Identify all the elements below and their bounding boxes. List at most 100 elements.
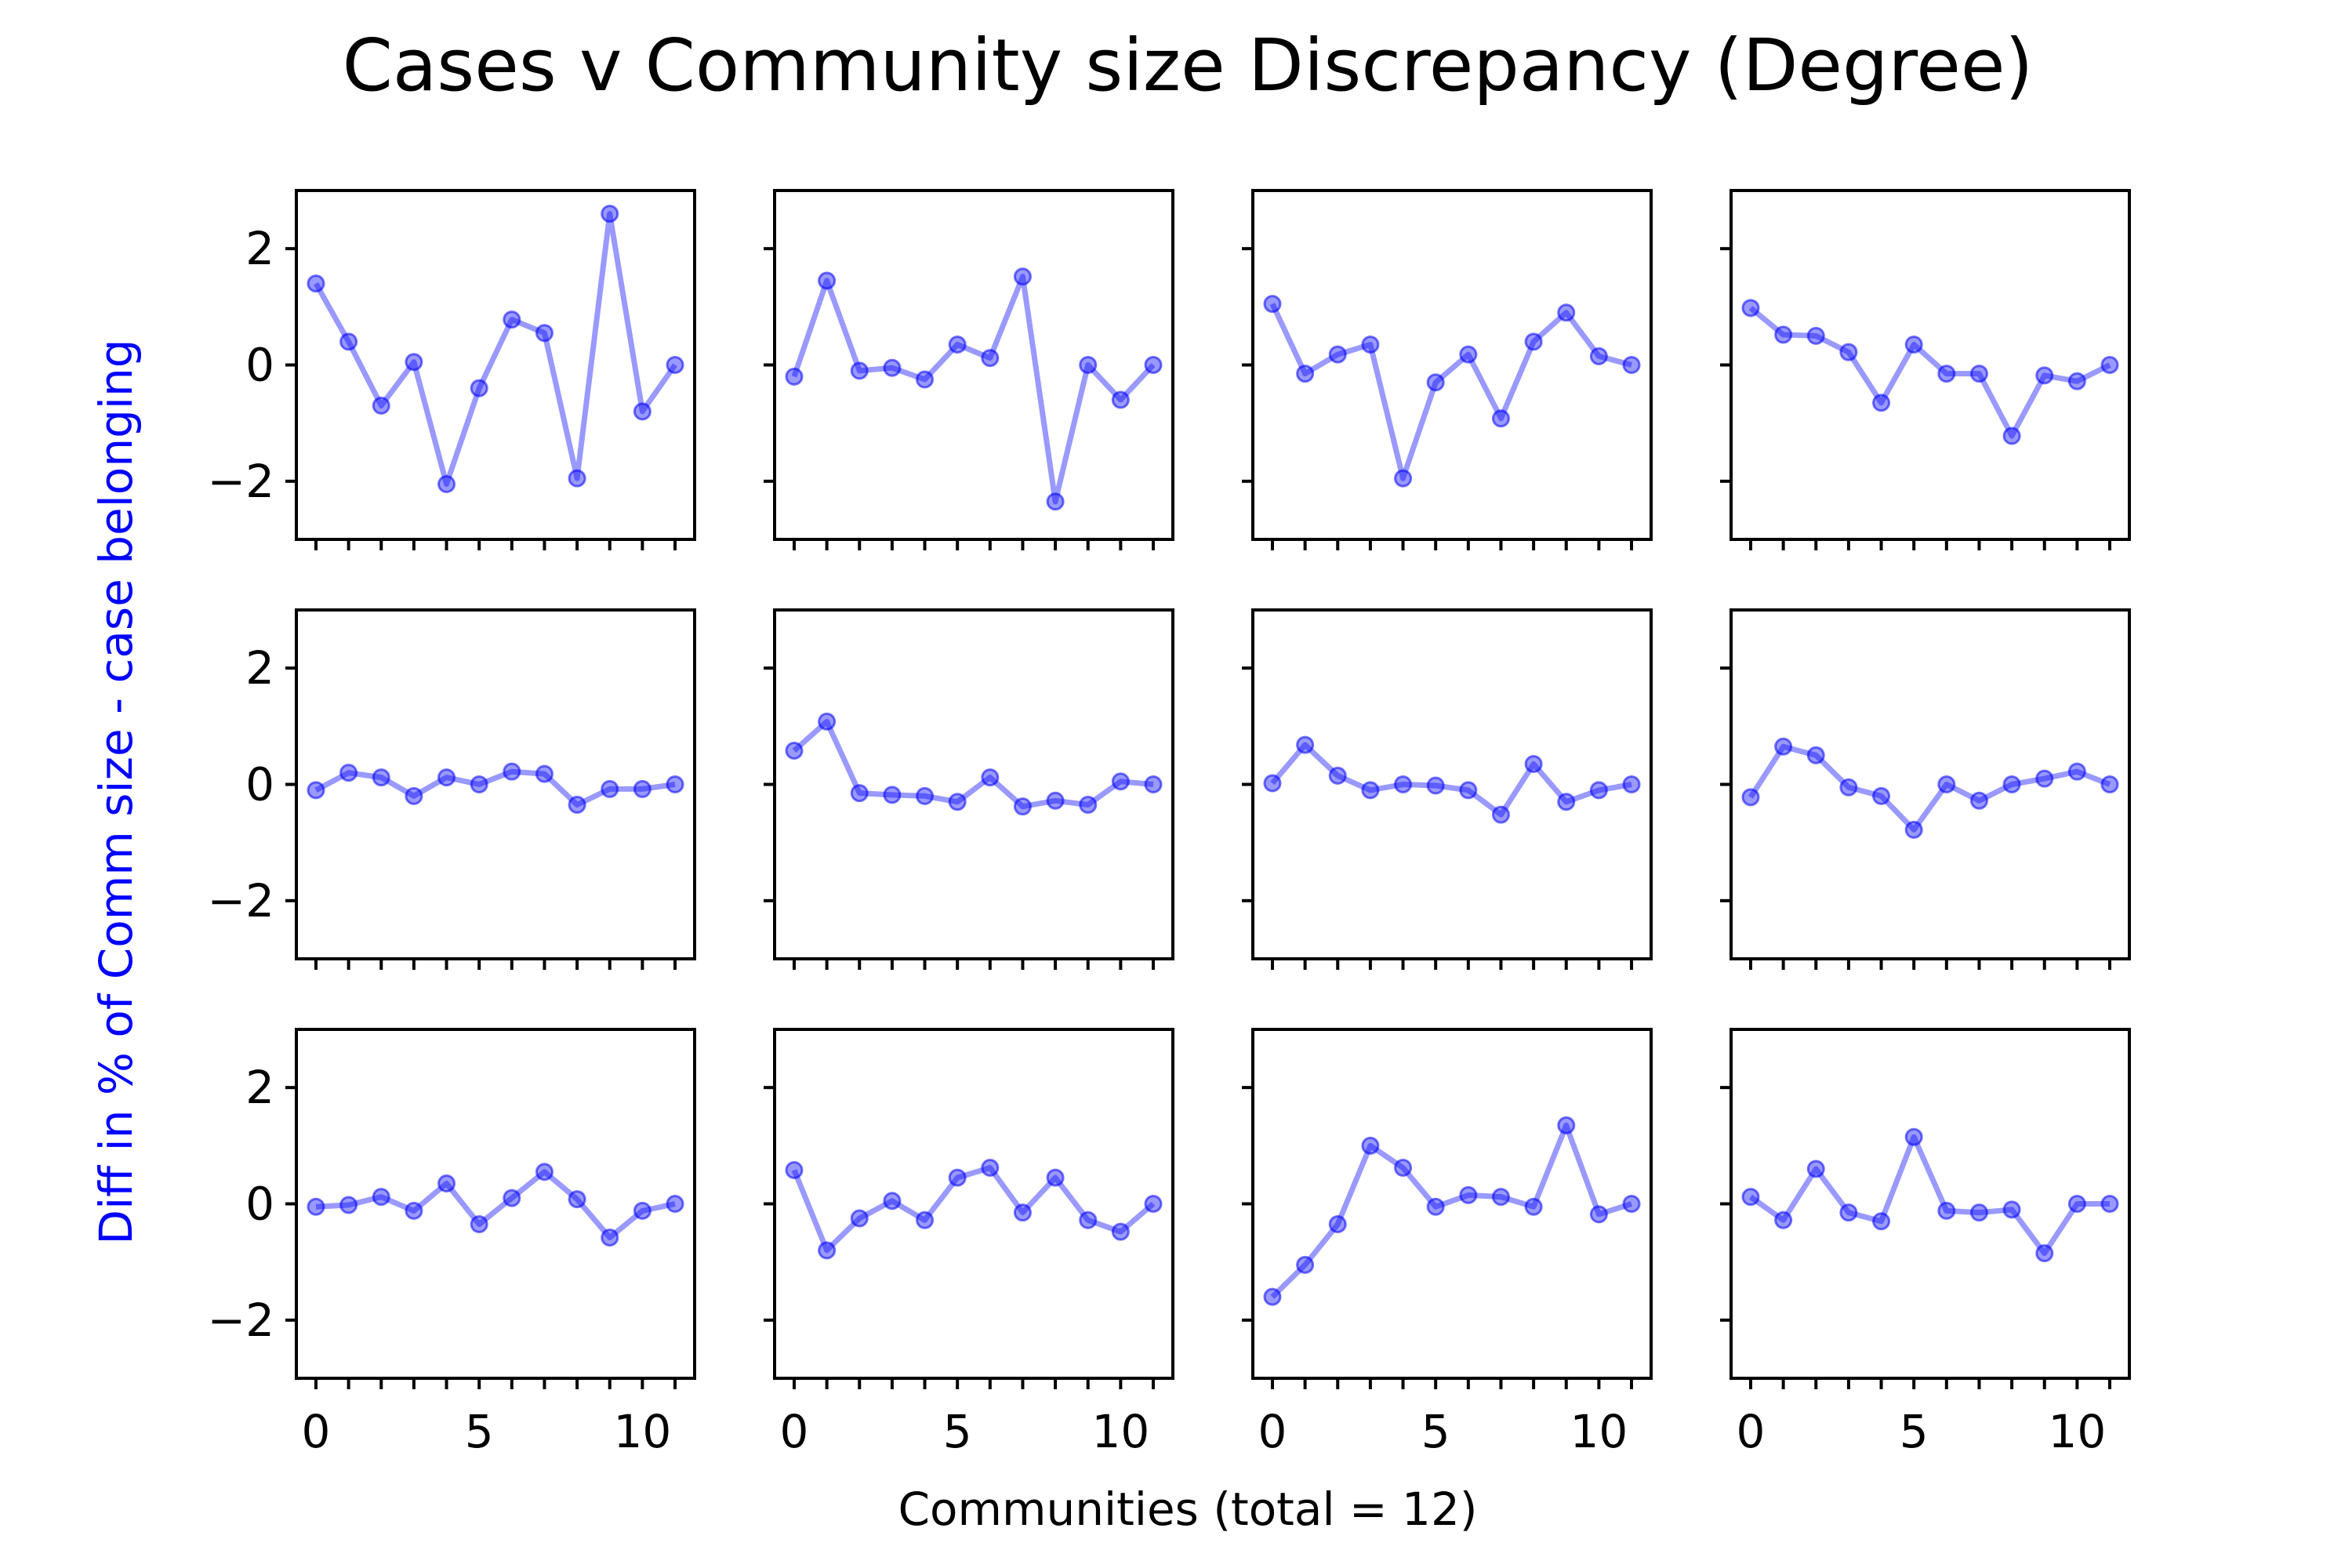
data-point bbox=[1013, 1203, 1032, 1222]
data-point bbox=[1361, 781, 1380, 800]
subplot-12: 0 5 10 bbox=[1720, 1028, 2131, 1458]
data-point bbox=[2100, 356, 2119, 374]
data-point bbox=[1589, 1205, 1608, 1224]
subplot-9: 0 5 10 −2 0 2 bbox=[208, 1028, 696, 1458]
data-point bbox=[1741, 788, 1760, 807]
subplot-10: 0 5 10 bbox=[764, 1028, 1174, 1458]
data-point bbox=[470, 1214, 488, 1233]
data-point bbox=[1328, 345, 1347, 364]
data-point bbox=[1296, 1255, 1315, 1274]
data-point bbox=[1904, 336, 1923, 354]
data-point bbox=[1144, 775, 1163, 793]
x-tick-label: 5 bbox=[1421, 1405, 1450, 1458]
data-point bbox=[883, 358, 902, 377]
data-point bbox=[785, 741, 804, 760]
data-point bbox=[1969, 1203, 1988, 1222]
data-point bbox=[1046, 791, 1065, 810]
data-point bbox=[1459, 781, 1478, 800]
series-line bbox=[792, 718, 1154, 810]
data-point bbox=[633, 1201, 652, 1220]
data-point bbox=[2035, 1244, 2054, 1263]
data-point bbox=[2100, 775, 2119, 793]
data-point bbox=[1622, 356, 1641, 374]
data-point bbox=[1557, 1116, 1576, 1134]
x-tick-label: 0 bbox=[1737, 1405, 1766, 1458]
data-point bbox=[633, 779, 652, 798]
data-point bbox=[405, 786, 423, 805]
data-point bbox=[568, 795, 586, 814]
data-point bbox=[2035, 769, 2054, 788]
data-point bbox=[2067, 1195, 2086, 1213]
data-point bbox=[535, 324, 554, 343]
data-point bbox=[1013, 267, 1032, 286]
data-point bbox=[666, 775, 684, 793]
subplot-5: −2 0 2 bbox=[208, 608, 696, 970]
plot-frame bbox=[295, 1028, 696, 1380]
plot-frame bbox=[1730, 608, 2131, 960]
plot-frame bbox=[773, 1028, 1174, 1380]
data-point bbox=[948, 1168, 967, 1187]
data-point bbox=[883, 786, 902, 804]
data-point bbox=[981, 349, 1000, 368]
data-point bbox=[1557, 303, 1576, 322]
data-point bbox=[2100, 1195, 2119, 1213]
y-tick-label: 2 bbox=[245, 641, 274, 695]
plot-frame bbox=[773, 189, 1174, 541]
data-point bbox=[1079, 1210, 1098, 1229]
subplot-8 bbox=[1720, 608, 2131, 970]
data-point bbox=[818, 1241, 837, 1260]
data-point bbox=[1459, 1185, 1478, 1204]
x-tick-label: 0 bbox=[302, 1405, 331, 1458]
data-point bbox=[1079, 356, 1098, 374]
y-tick-label: −2 bbox=[208, 874, 275, 927]
data-point bbox=[1263, 774, 1282, 793]
data-point bbox=[307, 1197, 325, 1216]
data-point bbox=[1426, 373, 1445, 392]
data-point bbox=[1872, 786, 1891, 805]
data-point bbox=[981, 1159, 1000, 1178]
figure-title: Cases v Community size Discrepancy (Degr… bbox=[343, 24, 2034, 107]
data-point bbox=[850, 784, 869, 803]
data-point bbox=[1524, 1197, 1543, 1216]
x-tick-label: 10 bbox=[2048, 1405, 2106, 1458]
data-point bbox=[1046, 492, 1065, 511]
data-point bbox=[1904, 820, 1923, 839]
data-point bbox=[307, 781, 325, 800]
plot-frame bbox=[1730, 189, 2131, 541]
data-point bbox=[883, 1192, 902, 1210]
y-axis-label: Diff in % of Comm size - case belonging bbox=[89, 339, 143, 1244]
data-point bbox=[981, 768, 1000, 787]
data-point bbox=[1741, 299, 1760, 318]
data-point bbox=[1394, 469, 1413, 488]
data-point bbox=[1806, 1160, 1825, 1178]
subplot-4 bbox=[1720, 189, 2131, 550]
y-tick-label: 2 bbox=[245, 1061, 274, 1114]
x-tick-label: 0 bbox=[780, 1405, 809, 1458]
y-tick-label: −2 bbox=[208, 1294, 275, 1347]
data-point bbox=[2067, 372, 2086, 390]
series-line bbox=[1748, 743, 2111, 833]
data-point bbox=[1144, 1195, 1163, 1213]
data-point bbox=[1046, 1168, 1065, 1187]
data-point bbox=[1622, 775, 1641, 793]
data-point bbox=[601, 1229, 619, 1247]
data-point bbox=[1774, 737, 1793, 756]
data-point bbox=[437, 475, 456, 494]
data-point bbox=[1589, 347, 1608, 365]
data-point bbox=[1296, 365, 1315, 383]
data-point bbox=[1361, 336, 1380, 354]
data-point bbox=[1328, 766, 1347, 785]
data-point bbox=[1839, 1203, 1858, 1222]
data-point bbox=[948, 793, 967, 811]
data-point bbox=[503, 1189, 521, 1207]
data-point bbox=[470, 379, 488, 397]
y-tick-label: 0 bbox=[245, 1178, 274, 1231]
data-point bbox=[1426, 1197, 1445, 1216]
data-point bbox=[372, 1188, 390, 1207]
data-point bbox=[818, 712, 837, 731]
data-point bbox=[372, 768, 390, 787]
series-line bbox=[1748, 1134, 2110, 1256]
data-point bbox=[1904, 1127, 1923, 1146]
data-point bbox=[1013, 797, 1032, 816]
